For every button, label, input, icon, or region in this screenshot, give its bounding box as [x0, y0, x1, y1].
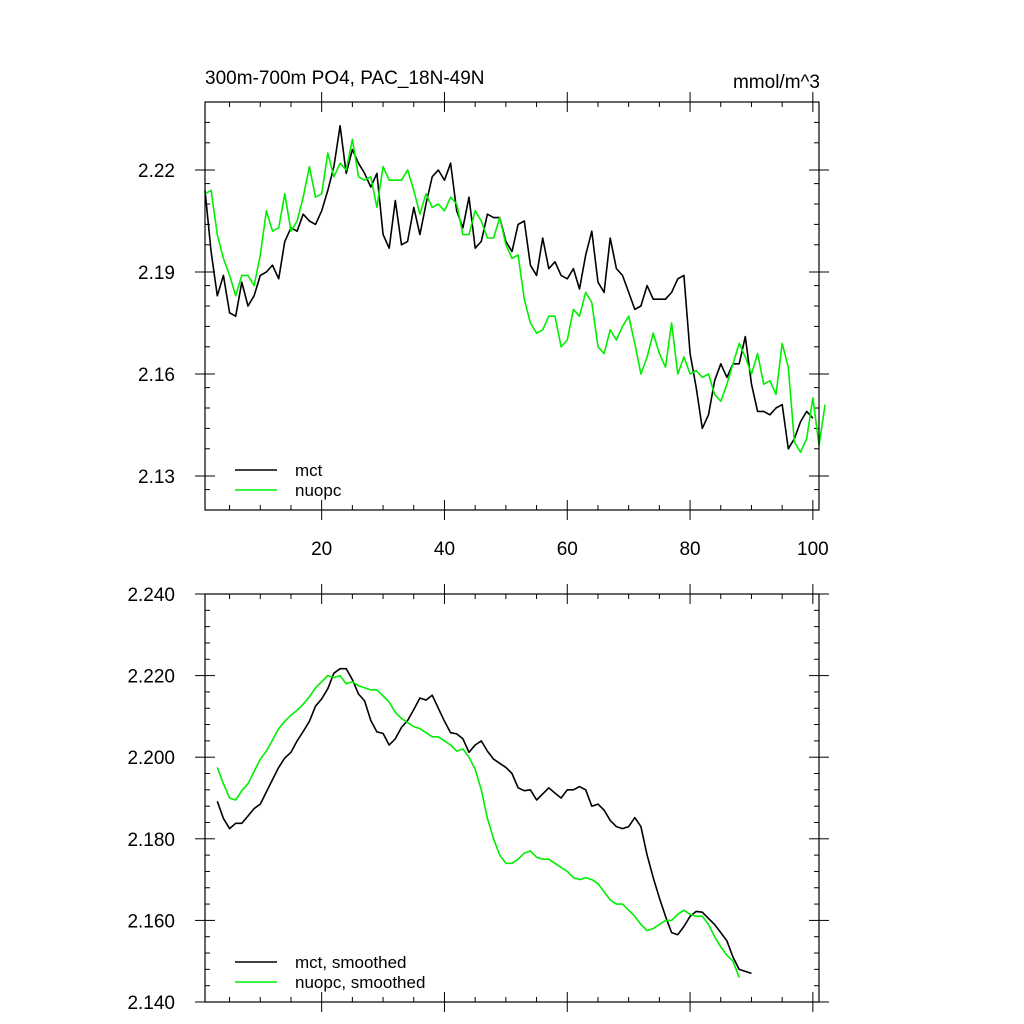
y-tick-label: 2.13: [138, 467, 175, 488]
y-tick-label: 2.180: [127, 830, 175, 851]
plot-frame: [204, 101, 820, 511]
legend-label: nuopc, smoothed: [295, 973, 425, 992]
chart-title: 300m-700m PO4, PAC_18N-49N: [205, 68, 485, 89]
x-tick-label: 80: [679, 539, 700, 560]
y-tick-label: 2.200: [127, 748, 175, 769]
axis-ticks: 2.140 2.160 2.180 2.200 2.220 2.240: [127, 584, 829, 1014]
series-lines: [216, 667, 752, 978]
series-line-nuopc: [204, 138, 826, 454]
y-tick-label: 2.240: [127, 585, 175, 606]
series-line-mct-smoothed: [216, 667, 752, 975]
top-panel: 300m-700m PO4, PAC_18N-49N mmol/m^3 20 40…: [138, 68, 829, 560]
bottom-panel: 2.140 2.160 2.180 2.200 2.220 2.240 mct, smoo…: [127, 584, 829, 1014]
series-lines: [204, 125, 826, 454]
legend-label: nuopc: [295, 481, 342, 500]
x-tick-label: 40: [434, 539, 455, 560]
y-tick-label: 2.19: [138, 263, 175, 284]
plot-frame: [204, 593, 820, 1003]
x-tick-label: 20: [311, 539, 332, 560]
y-tick-label: 2.16: [138, 365, 175, 386]
series-line-mct: [204, 125, 814, 450]
y-tick-label: 2.140: [127, 993, 175, 1014]
series-line-nuopc-smoothed: [216, 674, 740, 978]
y-tick-label: 2.22: [138, 161, 175, 182]
x-tick-label: 60: [557, 539, 578, 560]
y-tick-label: 2.220: [127, 667, 175, 688]
x-tick-label: 100: [797, 539, 829, 560]
y-tick-label: 2.160: [127, 911, 175, 932]
legend-label: mct: [295, 461, 323, 480]
legend-label: mct, smoothed: [295, 953, 407, 972]
axis-ticks: 20 40 60 80 100 2.13 2.16 2.19 2.22: [138, 92, 829, 560]
units-label: mmol/m^3: [733, 72, 820, 93]
